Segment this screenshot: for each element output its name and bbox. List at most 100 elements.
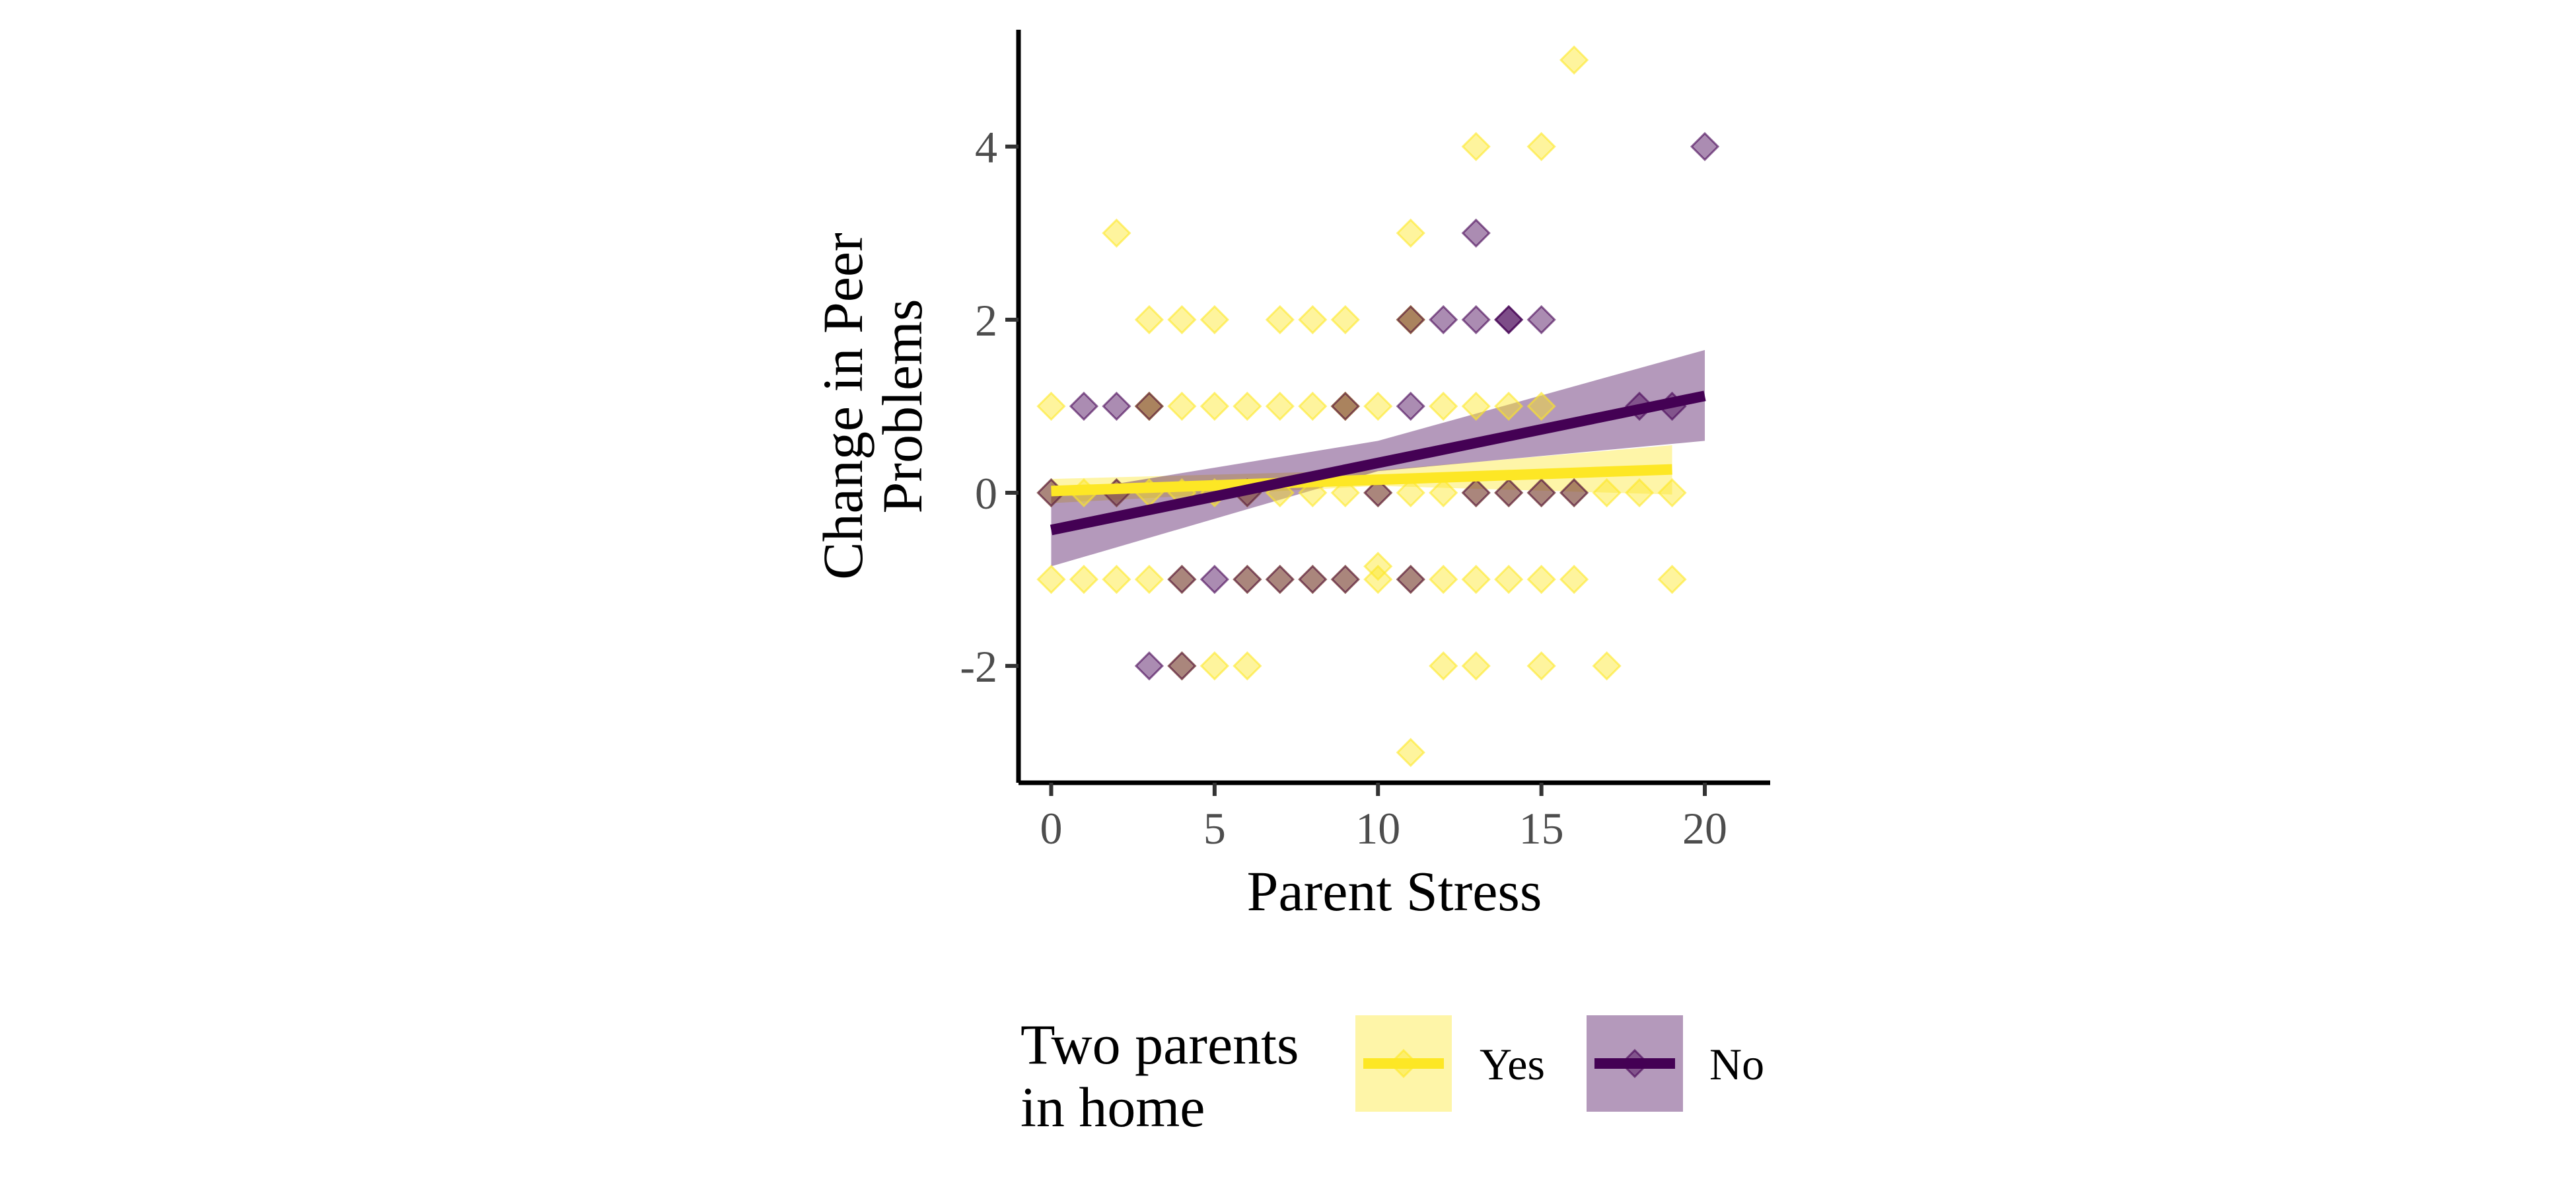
- data-point-no: [1461, 218, 1491, 248]
- data-point-no: [1134, 651, 1164, 681]
- data-point-yes: [1526, 391, 1556, 421]
- y-axis-label-line-1: Change in Peer: [811, 233, 875, 579]
- data-point-yes: [1199, 305, 1229, 335]
- y-tick-label: -2: [960, 641, 997, 692]
- data-point-yes: [1461, 391, 1491, 421]
- legend: Two parents in home Yes No: [1020, 1013, 1764, 1139]
- data-point-yes: [1494, 564, 1524, 594]
- data-point-no: [1494, 478, 1524, 508]
- data-point-yes: [1167, 305, 1197, 335]
- y-axis-label: Change in Peer Problems: [811, 233, 934, 579]
- data-point-no: [1526, 478, 1556, 508]
- fit-line-no: [1050, 390, 1706, 536]
- data-point-no: [1330, 564, 1360, 594]
- data-point-no: [1167, 564, 1197, 594]
- data-point-no: [1265, 564, 1295, 594]
- fit-line-yes: [1051, 464, 1672, 497]
- legend-label-yes: Yes: [1480, 1039, 1545, 1089]
- data-point-yes: [1592, 478, 1622, 508]
- data-point-yes: [1233, 651, 1262, 681]
- data-point-yes: [1429, 478, 1458, 508]
- data-point-no: [1102, 391, 1131, 421]
- legend-title-line-2: in home: [1020, 1075, 1205, 1139]
- data-point-yes: [1592, 651, 1622, 681]
- legend-title-line-1: Two parents: [1020, 1013, 1299, 1076]
- data-point-yes: [1461, 131, 1491, 162]
- data-point-yes: [1396, 478, 1425, 508]
- axes: [1016, 30, 1770, 785]
- data-point-yes: [1036, 564, 1066, 594]
- x-tick-label: 5: [1203, 803, 1226, 853]
- data-point-yes: [1429, 651, 1458, 681]
- data-point-yes: [1069, 564, 1099, 594]
- data-point-yes: [1657, 564, 1687, 594]
- data-point-yes: [1363, 552, 1393, 581]
- data-point-yes: [1330, 478, 1360, 508]
- data-point-no: [1559, 478, 1589, 508]
- data-point-yes: [1559, 45, 1589, 75]
- data-point-no: [1167, 651, 1197, 681]
- data-point-yes: [1134, 564, 1164, 594]
- data-point-no: [1134, 391, 1164, 421]
- data-point-yes: [1167, 391, 1197, 421]
- legend-key-no-point: [1620, 1048, 1650, 1079]
- data-point-yes: [1559, 564, 1589, 594]
- data-point-yes: [1102, 564, 1131, 594]
- data-point-yes: [1526, 651, 1556, 681]
- data-point-yes: [1134, 305, 1164, 335]
- data-point-yes: [1298, 305, 1328, 335]
- regression-lines: [1050, 390, 1706, 536]
- data-point-no: [1363, 478, 1393, 508]
- data-point-no: [1396, 564, 1425, 594]
- data-point-yes: [1330, 305, 1360, 335]
- y-tick-label: 4: [975, 122, 997, 172]
- x-axis-ticks: 0 5 10 15 20: [1040, 783, 1727, 853]
- data-point-no: [1396, 305, 1425, 335]
- data-point-yes: [1461, 651, 1491, 681]
- data-point-yes: [1363, 391, 1393, 421]
- legend-keys: [1355, 1015, 1683, 1112]
- data-point-no: [1233, 564, 1262, 594]
- data-point-no: [1526, 305, 1556, 335]
- data-point-yes: [1429, 391, 1458, 421]
- data-point-yes: [1494, 391, 1524, 421]
- data-point-no: [1396, 391, 1425, 421]
- data-point-yes: [1233, 391, 1262, 421]
- data-point-no: [1494, 305, 1524, 335]
- x-tick-label: 10: [1355, 803, 1400, 853]
- data-point-yes: [1298, 391, 1328, 421]
- data-point-yes: [1624, 478, 1655, 508]
- data-point-no: [1069, 391, 1099, 421]
- data-point-no: [1330, 391, 1360, 421]
- data-point-no: [1429, 305, 1458, 335]
- data-point-yes: [1036, 391, 1066, 421]
- data-point-no: [1199, 564, 1229, 594]
- y-axis-label-line-2: Problems: [871, 299, 934, 514]
- data-point-yes: [1199, 391, 1229, 421]
- y-axis-ticks: -2 0 2 4: [960, 122, 1019, 692]
- data-point-yes: [1396, 218, 1425, 248]
- x-tick-label: 0: [1040, 803, 1062, 853]
- data-point-yes: [1102, 218, 1131, 248]
- x-tick-label: 20: [1682, 803, 1727, 853]
- y-tick-label: 0: [975, 468, 997, 519]
- legend-label-no: No: [1709, 1039, 1764, 1089]
- data-point-yes: [1199, 651, 1229, 681]
- legend-key-yes-point: [1388, 1048, 1419, 1079]
- data-point-yes: [1526, 564, 1556, 594]
- data-point-no: [1461, 478, 1491, 508]
- x-axis-label: Parent Stress: [1247, 859, 1542, 923]
- data-point-yes: [1396, 738, 1425, 768]
- data-point-yes: [1461, 564, 1491, 594]
- x-tick-label: 15: [1519, 803, 1564, 853]
- data-point-yes: [1429, 564, 1458, 594]
- data-point-yes: [1265, 305, 1295, 335]
- y-tick-label: 2: [975, 295, 997, 345]
- data-point-yes: [1657, 478, 1687, 508]
- data-point-no: [1690, 131, 1720, 162]
- data-point-no: [1298, 564, 1328, 594]
- data-point-yes: [1526, 131, 1556, 162]
- data-point-no: [1461, 305, 1491, 335]
- data-point-yes: [1265, 391, 1295, 421]
